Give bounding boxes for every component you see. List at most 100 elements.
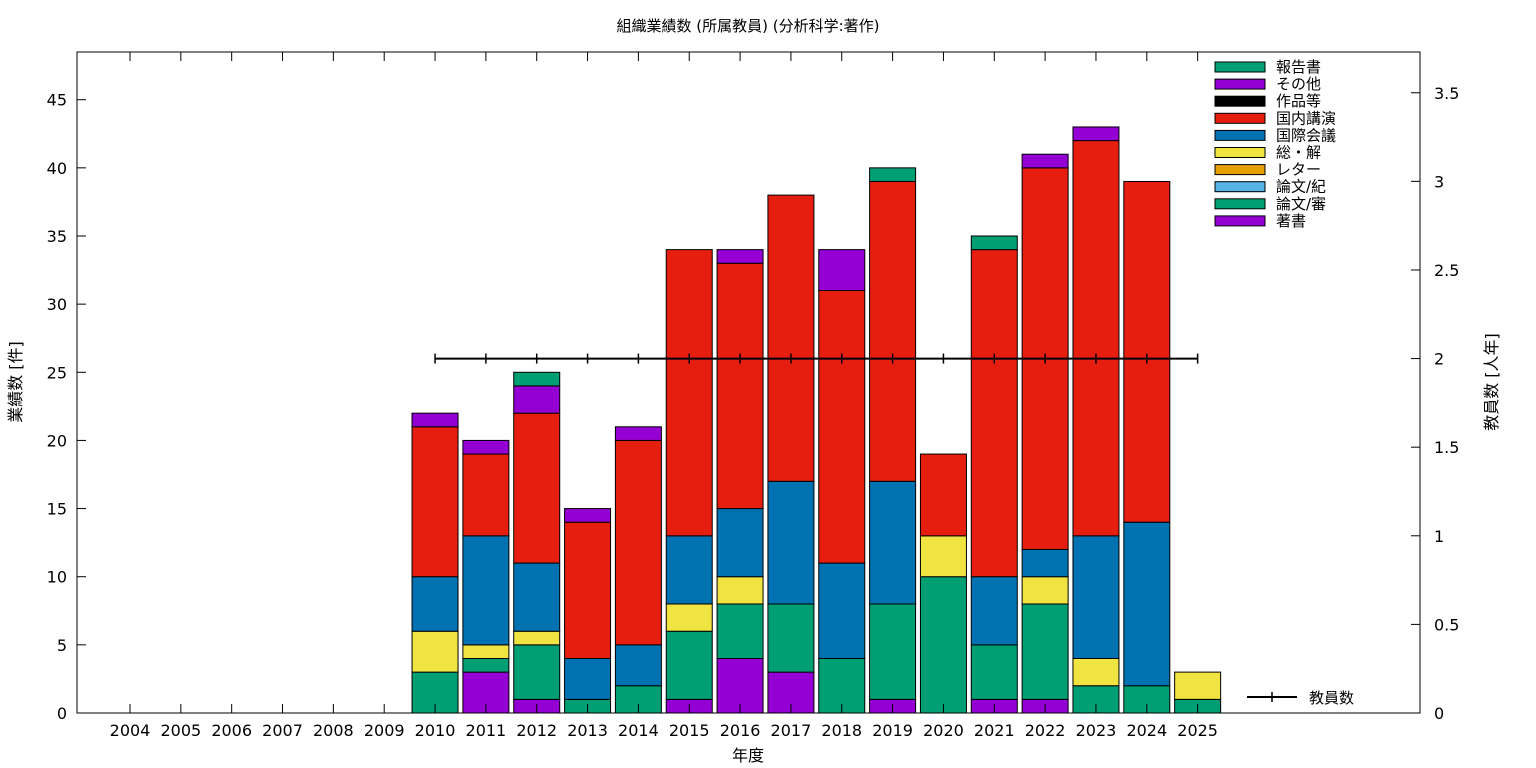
bar-2023-series-6 — [1072, 140, 1120, 537]
y2-axis-label: 教員数 [人年] — [1482, 333, 1501, 431]
x-tick-label: 2015 — [669, 721, 710, 740]
bar-2020-series-6 — [919, 453, 967, 537]
x-tick-label: 2023 — [1076, 721, 1117, 740]
bar-2022-series-4 — [1021, 576, 1069, 605]
bar-2016-series-4 — [716, 576, 764, 605]
legend-label-teacher-count: 教員数 — [1309, 689, 1354, 707]
bar-2021-series-6 — [970, 249, 1018, 578]
legend-label-レター: レター — [1276, 161, 1321, 179]
bar-2016-series-6 — [716, 262, 764, 510]
bar-2023-series-8 — [1072, 126, 1120, 142]
y-tick-label: 40 — [47, 159, 67, 178]
bar-2012-series-6 — [513, 412, 561, 564]
bar-2013-series-8 — [564, 508, 612, 523]
bar-2014-series-6 — [614, 439, 662, 646]
bar-2021-series-9 — [970, 235, 1018, 251]
bar-2013-series-6 — [564, 521, 612, 659]
legend-label-作品等: 作品等 — [1276, 92, 1321, 110]
bar-2016-series-5 — [716, 508, 764, 578]
bar-2021-series-1 — [970, 644, 1018, 700]
y-tick-label: 10 — [47, 568, 67, 587]
bar-2021-series-5 — [970, 576, 1018, 646]
bar-2015-series-1 — [665, 630, 713, 700]
legend-label-その他: その他 — [1276, 75, 1321, 93]
legend-label-報告書: 報告書 — [1276, 58, 1321, 76]
x-tick-label: 2011 — [466, 721, 507, 740]
legend-swatch-その他 — [1214, 78, 1266, 90]
y2-tick-label: 3.5 — [1434, 84, 1459, 103]
legend-swatch-論文/審 — [1214, 198, 1266, 210]
x-tick-label: 2007 — [262, 721, 303, 740]
legend-swatch-総・解 — [1214, 147, 1266, 158]
chart-title: 組織業績数 (所属教員) (分析科学:著作) — [617, 17, 880, 35]
bar-2024-series-5 — [1123, 521, 1171, 687]
x-tick-label: 2019 — [872, 721, 913, 740]
bar-2018-series-5 — [818, 562, 866, 659]
x-tick-label: 2005 — [160, 721, 201, 740]
x-tick-label: 2010 — [415, 721, 456, 740]
x-tick-label: 2018 — [821, 721, 862, 740]
bar-2019-series-5 — [869, 480, 917, 605]
x-tick-label: 2025 — [1177, 721, 1218, 740]
bar-2022-series-1 — [1021, 603, 1069, 700]
x-tick-label: 2020 — [923, 721, 964, 740]
plot-frame — [76, 51, 1421, 714]
x-tick-label: 2021 — [974, 721, 1015, 740]
x-tick-label: 2012 — [516, 721, 557, 740]
legend-label-著書: 著書 — [1276, 212, 1306, 230]
bar-2017-series-1 — [767, 603, 815, 673]
bar-2023-series-5 — [1072, 535, 1120, 659]
bar-2018-series-1 — [818, 657, 866, 714]
y-tick-label: 45 — [47, 91, 67, 110]
legend-label-国内講演: 国内講演 — [1276, 109, 1336, 127]
legend-swatch-著書 — [1214, 215, 1266, 227]
bar-2020-series-1 — [919, 576, 967, 714]
bar-2016-series-1 — [716, 603, 764, 659]
bar-2019-series-6 — [869, 180, 917, 482]
bar-2013-series-5 — [564, 657, 612, 700]
bar-2011-series-8 — [462, 439, 510, 455]
legend-label-論文/紀: 論文/紀 — [1276, 178, 1326, 196]
bar-2023-series-4 — [1072, 657, 1120, 687]
x-tick-label: 2014 — [618, 721, 659, 740]
line-layer — [434, 353, 1199, 364]
legend-label-国際会議: 国際会議 — [1276, 126, 1336, 144]
legend-label-総・解: 総・解 — [1276, 144, 1321, 162]
bar-2011-series-1 — [462, 657, 510, 673]
y-tick-label: 15 — [47, 500, 67, 519]
y2-tick-label: 0 — [1434, 704, 1444, 723]
bar-2011-series-4 — [462, 644, 510, 659]
bar-2022-series-5 — [1021, 548, 1069, 578]
y2-tick-label: 2.5 — [1434, 261, 1459, 280]
bar-2022-series-8 — [1021, 153, 1069, 169]
bar-2010-series-4 — [411, 630, 459, 673]
y2-tick-label: 1.5 — [1434, 438, 1459, 457]
x-tick-label: 2013 — [567, 721, 608, 740]
bar-2019-series-9 — [869, 167, 917, 182]
bar-2010-series-8 — [411, 412, 459, 428]
y2-tick-label: 2 — [1434, 350, 1444, 369]
bar-2010-series-5 — [411, 576, 459, 632]
bar-2012-series-5 — [513, 562, 561, 632]
legend-swatch-国際会議 — [1214, 129, 1266, 141]
bar-2011-series-6 — [462, 453, 510, 537]
bar-2019-series-1 — [869, 603, 917, 700]
legend-swatch-論文/紀 — [1214, 181, 1266, 193]
bar-2011-series-5 — [462, 535, 510, 646]
bar-2012-series-8 — [513, 385, 561, 414]
x-tick-label: 2017 — [771, 721, 812, 740]
x-tick-label: 2006 — [211, 721, 252, 740]
legend-swatch-国内講演 — [1214, 112, 1266, 124]
y-tick-label: 20 — [47, 431, 67, 450]
y-tick-label: 5 — [57, 636, 67, 655]
y2-tick-label: 0.5 — [1434, 615, 1459, 634]
bar-2015-series-6 — [665, 249, 713, 537]
x-tick-label: 2016 — [720, 721, 761, 740]
x-tick-label: 2009 — [364, 721, 405, 740]
bar-2012-series-4 — [513, 630, 561, 646]
y2-tick-label: 1 — [1434, 527, 1444, 546]
bar-2014-series-8 — [614, 426, 662, 441]
